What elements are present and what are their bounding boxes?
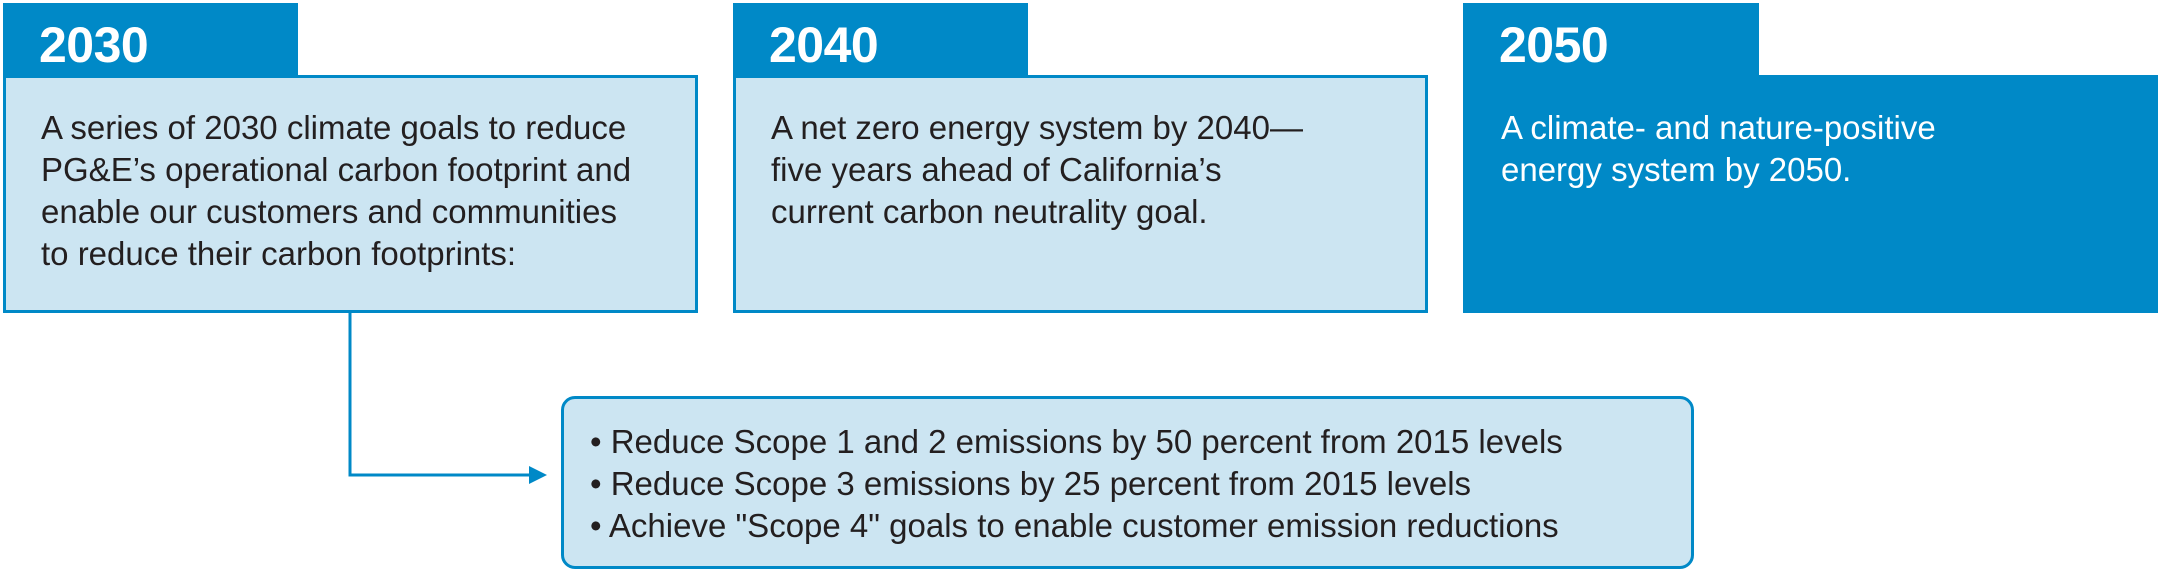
milestone-2050-year: 2050 [1499, 17, 1609, 73]
goal-item: • Reduce Scope 1 and 2 emissions by 50 p… [590, 423, 1563, 460]
milestone-2050-box: A climate- and nature-positive energy sy… [1463, 75, 2158, 313]
milestone-2040-year: 2040 [769, 17, 879, 73]
milestone-2050-text: A climate- and nature-positive energy sy… [1501, 109, 1936, 188]
milestone-2040-box: A net zero energy system by 2040— five y… [733, 75, 1428, 313]
goal-item: • Achieve "Scope 4" goals to enable cust… [590, 507, 1559, 544]
milestone-2030-box: A series of 2030 climate goals to reduce… [3, 75, 698, 313]
milestone-2050-year-tab: 2050 [1463, 3, 1759, 78]
arrowhead-icon [529, 466, 547, 484]
milestone-2030-year: 2030 [39, 17, 149, 73]
milestone-2040-text: A net zero energy system by 2040— five y… [771, 109, 1303, 230]
connector-line [348, 313, 532, 477]
milestone-2030-year-tab: 2030 [3, 3, 298, 78]
goals-2030-box: • Reduce Scope 1 and 2 emissions by 50 p… [561, 396, 1694, 569]
goals-2030-list: • Reduce Scope 1 and 2 emissions by 50 p… [590, 421, 1691, 547]
milestone-2030-text: A series of 2030 climate goals to reduce… [41, 109, 632, 272]
goal-item: • Reduce Scope 3 emissions by 25 percent… [590, 465, 1472, 502]
milestone-2040-year-tab: 2040 [733, 3, 1028, 78]
